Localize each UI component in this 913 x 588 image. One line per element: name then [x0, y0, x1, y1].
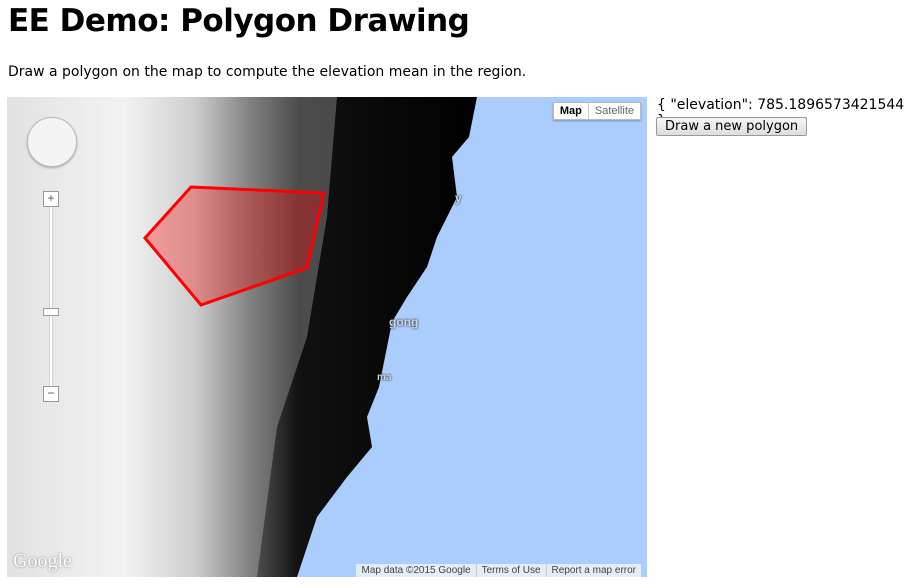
map-type-satellite[interactable]: Satellite	[594, 105, 634, 117]
map-label: ma	[377, 372, 392, 383]
map-data-text: Map data ©2015 Google	[361, 565, 471, 576]
draw-new-polygon-button[interactable]: Draw a new polygon	[656, 117, 808, 136]
elevation-layer	[7, 97, 477, 577]
description: Draw a polygon on the map to compute the…	[8, 64, 527, 80]
zoom-slider-handle[interactable]	[43, 308, 59, 316]
zoom-slider[interactable]	[50, 202, 52, 392]
map-type-control: Map Satellite	[552, 102, 641, 120]
map-type-map[interactable]: Map	[554, 103, 589, 119]
zoom-out-button[interactable]: −	[43, 386, 59, 402]
google-logo: Google	[13, 550, 72, 572]
drawn-polygon[interactable]	[143, 185, 326, 307]
map-label: gong	[389, 315, 419, 329]
map[interactable]: y gong ma + − Map Satellite Google Map d…	[7, 97, 647, 577]
map-attribution: Map data ©2015 Google Terms of Use Repor…	[356, 564, 641, 577]
terms-of-use-link[interactable]: Terms of Use	[475, 564, 546, 577]
pan-control[interactable]	[27, 117, 77, 167]
map-label: y	[455, 191, 462, 205]
zoom-in-button[interactable]: +	[43, 191, 59, 207]
page-title: EE Demo: Polygon Drawing	[8, 3, 470, 39]
report-map-error-link[interactable]: Report a map error	[545, 564, 641, 577]
